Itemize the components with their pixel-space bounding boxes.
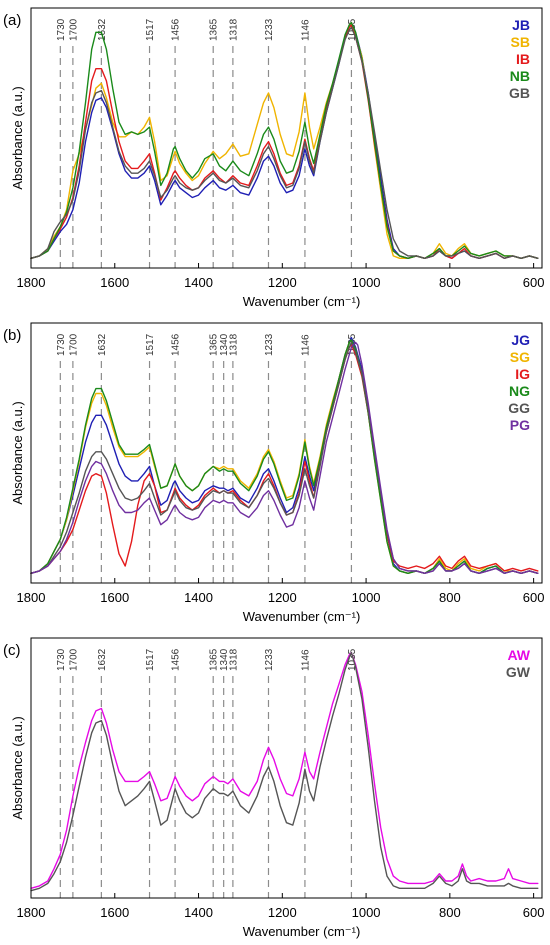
reference-line-label: 1517 [145, 333, 156, 356]
legend-entry-ib: IB [516, 51, 530, 67]
legend-entry-nb: NB [510, 68, 530, 84]
x-tick-label: 1400 [184, 275, 213, 290]
series-line-gb [30, 26, 539, 259]
x-axis-label: Wavenumber (cm⁻¹) [243, 609, 361, 624]
legend-entry-sg: SG [510, 349, 530, 365]
x-tick-label: 1800 [17, 905, 46, 920]
reference-line-label: 1365 [209, 333, 220, 356]
reference-line-label: 1318 [228, 333, 239, 356]
legend-entry-ng: NG [509, 383, 530, 399]
panel-label: (c) [3, 642, 21, 659]
reference-line-label: 1035 [347, 648, 358, 671]
x-tick-label: 1600 [100, 590, 129, 605]
reference-line-label: 1730 [56, 333, 67, 356]
x-tick-label: 1600 [100, 905, 129, 920]
reference-line-label: 1233 [264, 333, 275, 356]
x-tick-label: 1000 [352, 590, 381, 605]
x-axis-label: Wavenumber (cm⁻¹) [243, 924, 361, 939]
x-axis-label: Wavenumber (cm⁻¹) [243, 294, 361, 309]
reference-line-label: 1632 [97, 333, 108, 356]
reference-line-label: 1517 [145, 648, 156, 671]
x-tick-label: 1200 [268, 905, 297, 920]
reference-line-label: 1456 [171, 648, 182, 671]
x-tick-label: 1400 [184, 905, 213, 920]
reference-line-label: 1700 [68, 333, 79, 356]
x-tick-label: 600 [523, 905, 545, 920]
reference-line-label: 1233 [264, 648, 275, 671]
series-line-nb [30, 21, 539, 259]
x-tick-label: 1800 [17, 275, 46, 290]
series-line-gg [30, 341, 539, 574]
reference-line-label: 1456 [171, 18, 182, 41]
panel-label: (b) [3, 327, 21, 344]
plot-frame [30, 7, 543, 269]
series-line-gw [30, 651, 539, 892]
legend-entry-sb: SB [511, 34, 530, 50]
x-tick-label: 1800 [17, 590, 46, 605]
reference-line-label: 1632 [97, 648, 108, 671]
x-tick-label: 1600 [100, 275, 129, 290]
reference-line-label: 1146 [300, 19, 311, 41]
reference-line-label: 1456 [171, 333, 182, 356]
legend-entry-pg: PG [510, 417, 530, 433]
x-tick-label: 800 [439, 905, 461, 920]
reference-line-label: 1318 [228, 648, 239, 671]
series-line-jb [30, 21, 539, 259]
x-tick-label: 1200 [268, 275, 297, 290]
series-line-sg [30, 339, 539, 574]
reference-line-label: 1730 [56, 18, 67, 41]
plot-frame [30, 322, 543, 584]
reference-line-label: 1340 [219, 648, 230, 671]
legend-entry-gb: GB [509, 85, 530, 101]
plot-frame [30, 637, 543, 899]
y-axis-label: Absorbance (a.u.) [10, 401, 25, 504]
reference-line-label: 1365 [209, 648, 220, 671]
reference-line-label: 1730 [56, 648, 67, 671]
series-line-aw [30, 651, 539, 889]
x-tick-label: 1000 [352, 275, 381, 290]
reference-line-label: 1700 [68, 18, 79, 41]
x-tick-label: 1200 [268, 590, 297, 605]
x-tick-label: 800 [439, 275, 461, 290]
reference-line-label: 1146 [300, 334, 311, 356]
legend-entry-jb: JB [512, 17, 530, 33]
legend-entry-aw: AW [507, 647, 530, 663]
legend-entry-ig: IG [515, 366, 530, 382]
reference-line-label: 1517 [145, 18, 156, 41]
x-tick-label: 600 [523, 275, 545, 290]
legend-entry-gw: GW [506, 664, 531, 680]
reference-line-label: 1632 [97, 18, 108, 41]
series-line-ng [30, 339, 539, 574]
x-tick-label: 1400 [184, 590, 213, 605]
y-axis-label: Absorbance (a.u.) [10, 716, 25, 819]
series-line-pg [30, 341, 539, 574]
x-tick-label: 800 [439, 590, 461, 605]
reference-line-label: 1146 [300, 649, 311, 671]
legend-entry-jg: JG [511, 332, 530, 348]
reference-line-label: 1340 [219, 333, 230, 356]
reference-line-label: 1700 [68, 648, 79, 671]
series-line-sb [30, 21, 539, 259]
reference-line-label: 1365 [209, 18, 220, 41]
series-line-ig [30, 344, 539, 574]
series-line-ib [30, 24, 539, 259]
panel-a: 1730 1700 1632 1517 1456 1365 1318 1233 1146 1035… [3, 7, 545, 309]
reference-line-label: 1318 [228, 18, 239, 41]
reference-line-label: 1233 [264, 18, 275, 41]
x-tick-label: 600 [523, 590, 545, 605]
x-tick-label: 1000 [352, 905, 381, 920]
panel-label: (a) [3, 12, 21, 29]
legend-entry-gg: GG [508, 400, 530, 416]
series-line-jg [30, 336, 539, 574]
y-axis-label: Absorbance (a.u.) [10, 86, 25, 189]
